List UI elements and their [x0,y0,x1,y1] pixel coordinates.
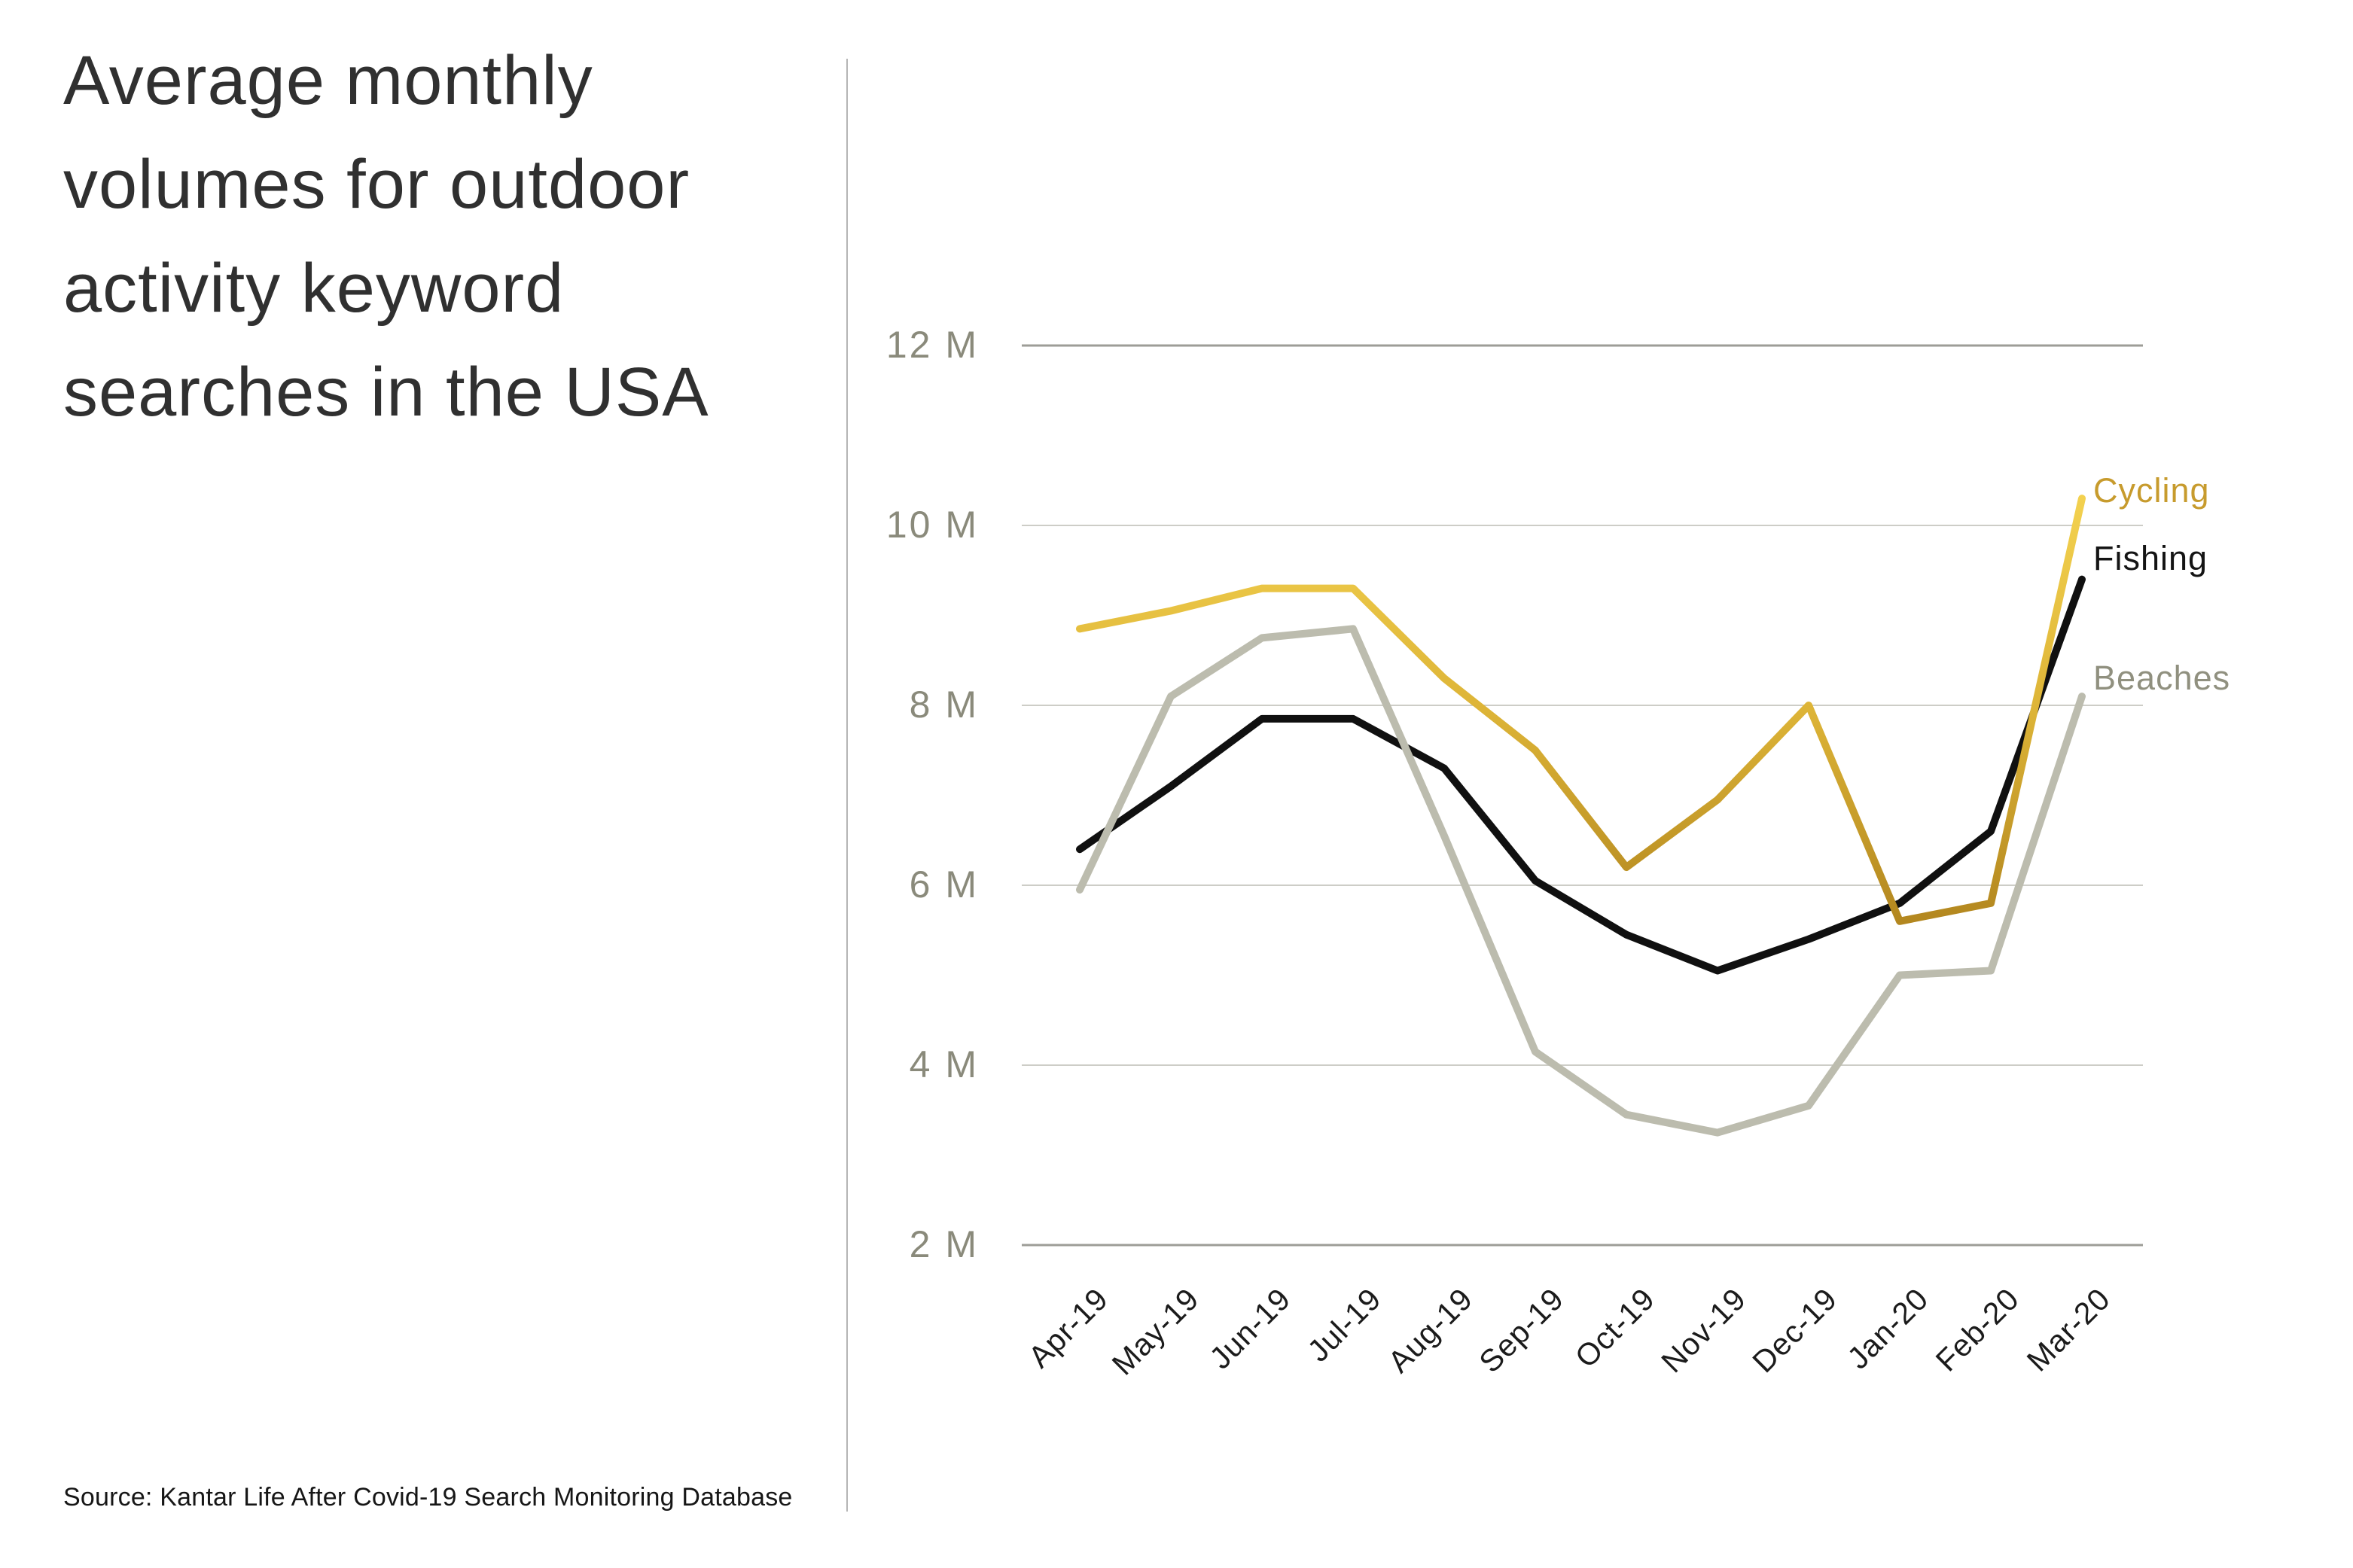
y-tick-label-10M: 10 M [885,504,979,546]
source-note: Source: Kantar Life After Covid-19 Searc… [63,1483,793,1512]
series-lines [1076,495,2086,1137]
series-label-beaches: Beaches [2093,659,2231,698]
y-tick-label-12M: 12 M [885,324,979,366]
y-tick-label-2M: 2 M [909,1223,979,1265]
series-label-cycling: Cycling [2093,471,2210,510]
chart-title: Average monthly volumes for outdoor acti… [63,29,816,444]
y-tick-label-4M: 4 M [909,1043,979,1085]
series-line-cycling [1076,495,2086,925]
series-label-fishing: Fishing [2093,538,2208,577]
series-line-beaches [1076,625,2086,1137]
series-line-fishing [1076,575,2086,975]
vertical-divider [846,59,848,1512]
y-tick-label-6M: 6 M [909,863,979,906]
title-line-1: Average monthly [63,42,593,119]
title-line-4: searches in the USA [63,354,709,431]
gridlines [1022,344,2143,1247]
title-line-3: activity keyword [63,250,565,327]
title-line-2: volumes for outdoor [63,146,690,223]
y-tick-label-8M: 8 M [909,684,979,726]
